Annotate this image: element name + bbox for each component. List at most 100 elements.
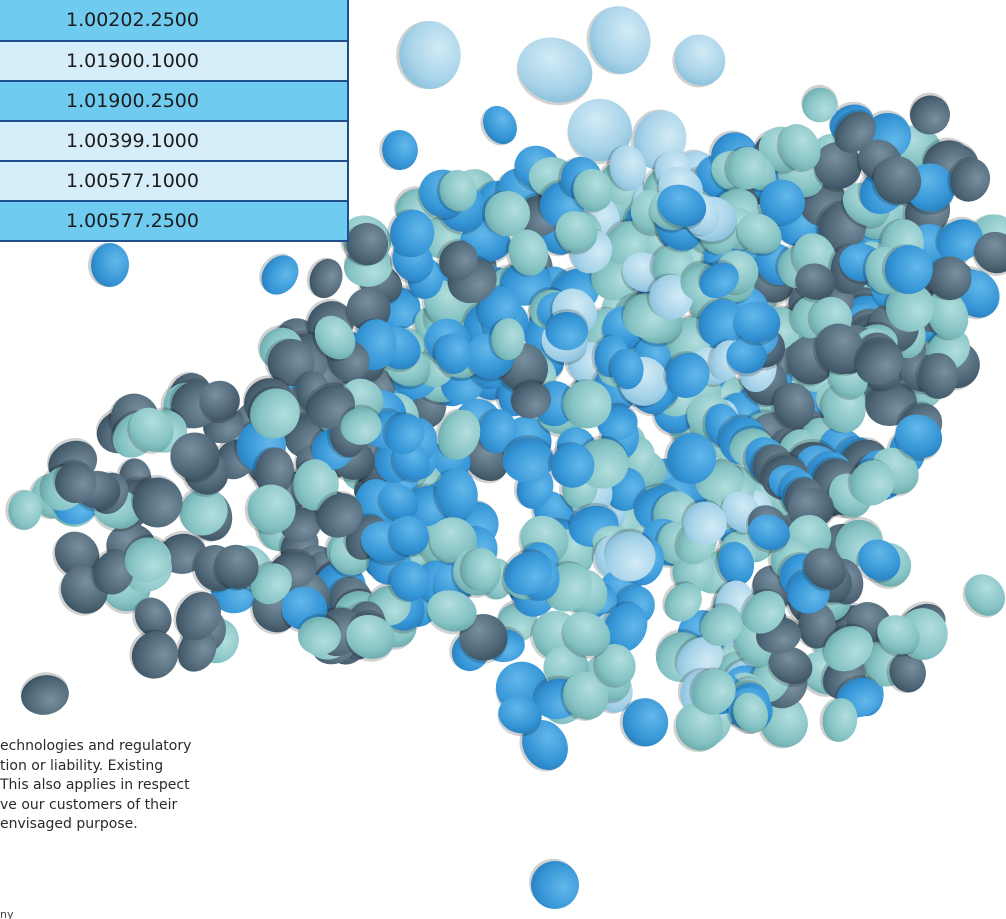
tablet — [480, 105, 517, 146]
tablet — [697, 260, 739, 299]
tablet — [740, 588, 786, 634]
tablet — [560, 379, 612, 429]
tablet — [173, 590, 221, 641]
tablet — [767, 646, 813, 687]
tablet — [886, 652, 926, 694]
tablet — [553, 211, 598, 255]
tablet — [52, 531, 100, 580]
tablet — [519, 719, 568, 772]
tablet — [947, 157, 991, 202]
tablet — [681, 499, 727, 546]
tablet — [199, 380, 240, 424]
tablet — [248, 561, 292, 605]
tablet — [730, 692, 769, 735]
tablet — [20, 672, 69, 715]
tablet — [178, 486, 228, 536]
tablet — [567, 98, 632, 165]
tablet — [560, 671, 609, 721]
tablet — [297, 613, 341, 656]
tablet — [801, 547, 846, 592]
tablet — [305, 382, 356, 429]
tablet — [436, 169, 477, 213]
tablet — [432, 333, 472, 375]
tablet — [819, 697, 858, 742]
tablet — [379, 130, 418, 171]
tablet — [459, 547, 500, 591]
tablet — [822, 623, 873, 672]
tablet — [915, 352, 959, 399]
tablet — [603, 528, 656, 582]
tablet — [924, 289, 969, 341]
article-number: 1.00202.2500 — [0, 0, 348, 42]
tablet — [545, 308, 589, 351]
tablet — [426, 590, 477, 635]
tablet — [812, 323, 865, 376]
tablet — [962, 574, 1006, 618]
tablet — [747, 514, 790, 554]
tablet — [497, 696, 542, 737]
disclaimer-line: tion or liability. Existing — [0, 757, 164, 774]
tablet — [883, 281, 935, 332]
table-row: 1.00577.2500 — [0, 201, 348, 242]
tablet — [312, 315, 356, 362]
tablet — [570, 168, 614, 213]
tablet — [801, 84, 838, 123]
article-number: 1.01900.2500 — [0, 81, 348, 122]
disclaimer-text: echnologies and regulatory tion or liabi… — [0, 737, 330, 835]
tablet — [606, 145, 647, 191]
article-number: 1.00399.1000 — [0, 121, 348, 162]
tablet — [600, 601, 648, 653]
tablet — [663, 351, 710, 398]
tablet — [832, 109, 876, 153]
tablet — [871, 155, 922, 207]
tablet — [776, 123, 821, 173]
tablet — [726, 338, 767, 377]
tablet — [343, 222, 389, 267]
tablet — [259, 253, 299, 295]
tablet — [127, 407, 174, 454]
table-row: 1.01900.1000 — [0, 41, 348, 82]
tablet — [481, 190, 531, 237]
tablet — [724, 146, 767, 190]
tablet — [664, 432, 717, 484]
tablet — [396, 21, 461, 90]
disclaimer-line: ve our customers of their — [0, 796, 178, 813]
tablet — [516, 37, 593, 106]
tablet — [547, 442, 595, 488]
tablet — [756, 179, 806, 227]
tablet — [662, 581, 702, 622]
tablet — [387, 209, 435, 258]
tablet — [377, 483, 418, 523]
tablet — [881, 244, 933, 295]
tablet — [561, 611, 611, 659]
tablet — [856, 539, 901, 584]
tablet — [244, 484, 296, 535]
tablet — [290, 459, 336, 511]
tablet — [847, 458, 895, 506]
article-number-table: 1.00202.2500 1.01900.1000 1.01900.2500 1… — [0, 0, 349, 242]
table-row: 1.00399.1000 — [0, 121, 348, 162]
tablet — [433, 468, 478, 521]
article-number: 1.00577.1000 — [0, 161, 348, 202]
disclaimer-line: echnologies and regulatory — [0, 738, 192, 754]
tablet — [306, 257, 343, 299]
tablet — [502, 548, 553, 596]
tablet — [52, 459, 97, 504]
article-number: 1.01900.1000 — [0, 41, 348, 82]
tablet — [698, 602, 743, 646]
tablet — [505, 229, 549, 277]
tablet — [715, 541, 755, 586]
tablet — [170, 432, 220, 483]
tablet — [387, 560, 429, 603]
tablet — [459, 614, 508, 664]
disclaimer-line: This also applies in respect — [0, 777, 190, 793]
tablet — [656, 184, 707, 230]
tablet — [315, 490, 363, 538]
footnote-fragment: ny — [0, 908, 14, 919]
tablet — [695, 297, 744, 347]
article-number: 1.00577.2500 — [0, 201, 348, 242]
tablet — [813, 141, 862, 192]
tablet — [608, 349, 644, 390]
